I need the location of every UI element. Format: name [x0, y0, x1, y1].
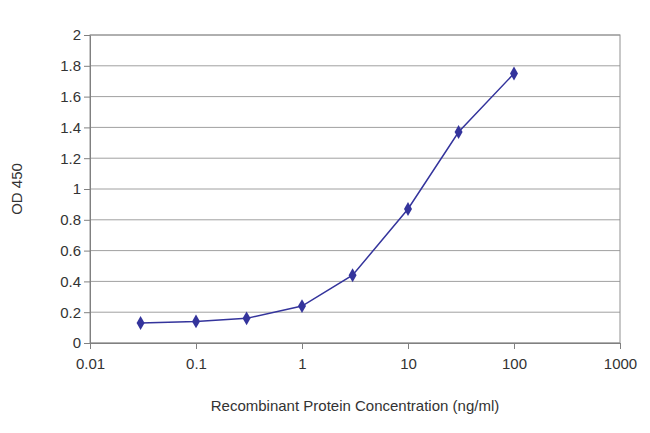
tick-mark: [84, 251, 90, 252]
tick: 100: [502, 343, 527, 372]
y-axis-title: OD 450: [8, 163, 25, 215]
tick: 10: [400, 343, 417, 372]
tick: 1.4: [60, 119, 90, 136]
tick: 0.1: [186, 343, 207, 372]
tick-mark: [84, 66, 90, 67]
marker: [137, 316, 145, 330]
tick: 1.8: [60, 57, 90, 74]
tick-mark: [90, 343, 91, 349]
grid-line: [90, 219, 620, 220]
axis-line: [90, 36, 91, 344]
grid-line: [90, 96, 620, 97]
tick: 0.2: [60, 304, 90, 321]
grid-line: [90, 127, 620, 128]
x-axis: 0.01 0.1 1 10 100 1000: [76, 343, 637, 372]
grid-line: [90, 189, 620, 190]
tick: 1.6: [60, 88, 90, 105]
tick-mark: [84, 312, 90, 313]
grid-line: [90, 158, 620, 159]
tick-label: 0.4: [60, 273, 81, 290]
tick-label: 1.6: [60, 88, 81, 105]
tick-mark: [84, 158, 90, 159]
tick-label: 0.2: [60, 304, 81, 321]
tick-label: 1.8: [60, 57, 81, 74]
tick: 0.8: [60, 211, 90, 228]
tick-mark: [84, 35, 90, 36]
plot: 0.01 0.1 1 10 100 1000 0 0.2 0.4 0.6 0.8 1 1.2 1.4 1.6…: [60, 26, 637, 371]
grid-line: [90, 281, 620, 282]
tick-label: 0.6: [60, 242, 81, 259]
tick: 2: [73, 26, 90, 43]
marker: [455, 125, 463, 139]
grid-line: [90, 250, 620, 251]
tick-mark: [408, 343, 409, 349]
tick-mark: [302, 343, 303, 349]
marker: [404, 202, 412, 216]
tick-label: 1.2: [60, 150, 81, 167]
tick-mark: [196, 343, 197, 349]
axis-line: [91, 343, 621, 344]
tick-label: 1000: [604, 355, 637, 372]
tick: 1.2: [60, 150, 90, 167]
tick-label: 0.8: [60, 211, 81, 228]
tick: 1000: [604, 343, 637, 372]
tick-label: 0.01: [76, 355, 105, 372]
grid-line: [90, 65, 620, 66]
tick-label: 0.1: [186, 355, 207, 372]
tick: 0.6: [60, 242, 90, 259]
tick-mark: [84, 189, 90, 190]
grid: [90, 35, 620, 343]
tick-label: 2: [73, 26, 81, 43]
plot-frame: [90, 35, 620, 343]
tick: 0.4: [60, 273, 90, 290]
tick-mark: [514, 343, 515, 349]
tick-mark: [84, 343, 90, 344]
tick: 1: [298, 343, 306, 372]
marker: [243, 311, 251, 325]
tick-mark: [620, 343, 621, 349]
tick-label: 10: [400, 355, 417, 372]
grid-line: [90, 312, 620, 313]
tick-label: 1: [298, 355, 306, 372]
tick: 0: [73, 334, 90, 351]
tick-label: 0: [73, 334, 81, 351]
marker: [349, 268, 357, 282]
tick-label: 1.4: [60, 119, 81, 136]
tick-mark: [84, 127, 90, 128]
marker: [192, 315, 200, 329]
y-axis: 0 0.2 0.4 0.6 0.8 1 1.2 1.4 1.6 1.8 2: [60, 26, 90, 351]
series: [137, 67, 518, 330]
marker: [510, 67, 518, 81]
tick-label: 100: [502, 355, 527, 372]
tick: 1: [73, 180, 90, 197]
tick-mark: [84, 220, 90, 221]
marker: [298, 299, 306, 313]
tick-mark: [84, 281, 90, 282]
tick-label: 1: [73, 180, 81, 197]
tick-mark: [84, 97, 90, 98]
x-axis-title: Recombinant Protein Concentration (ng/ml…: [211, 397, 499, 414]
line: [141, 74, 514, 323]
chart: 0.01 0.1 1 10 100 1000 0 0.2 0.4 0.6 0.8 1 1.2 1.4 1.6…: [0, 0, 650, 433]
